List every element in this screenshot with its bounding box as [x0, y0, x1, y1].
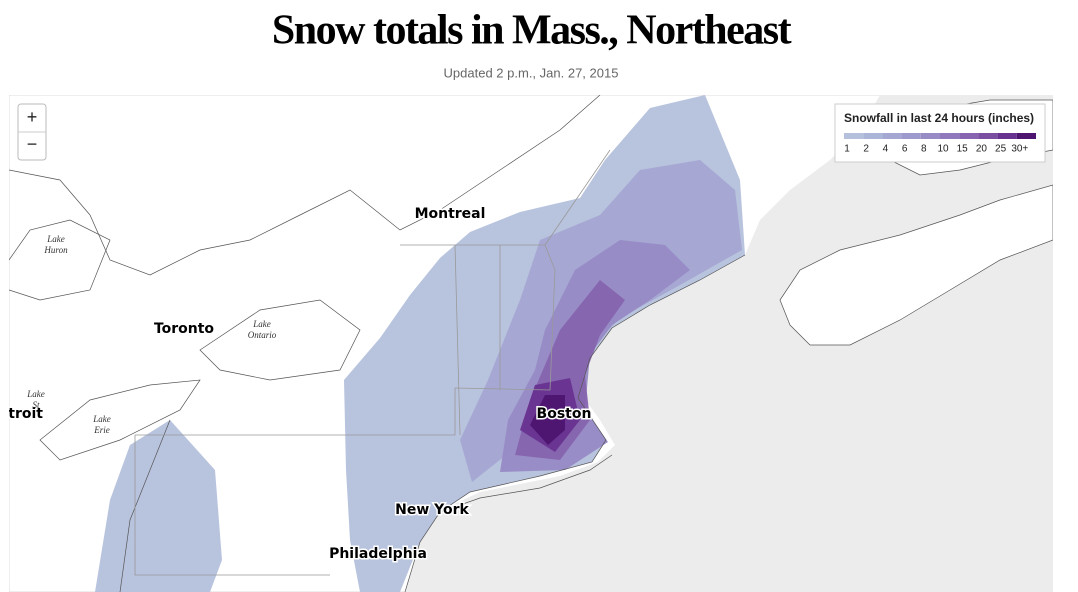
legend-label: 2	[863, 144, 869, 155]
zoom-control: + −	[17, 103, 47, 161]
legend-title: Snowfall in last 24 hours (inches)	[844, 111, 1034, 125]
city-label: New York	[395, 502, 469, 518]
legend-swatch	[920, 133, 940, 139]
ocean	[405, 95, 1053, 592]
legend-label: 1	[844, 144, 850, 155]
zoom-out[interactable]: −	[27, 134, 38, 154]
lake-label: Erie	[93, 425, 110, 435]
coastline	[439, 454, 613, 513]
legend: Snowfall in last 24 hours (inches) 1 2 4 6 8…	[834, 103, 1046, 163]
state-border	[134, 149, 611, 576]
legend-swatch	[863, 133, 883, 139]
legend-swatch	[940, 133, 960, 139]
legend-swatch	[901, 133, 921, 139]
legend-swatch	[978, 133, 998, 139]
lake-label: Lake	[46, 234, 65, 244]
legend-label: 10	[937, 144, 949, 155]
city-label: Boston	[537, 406, 592, 422]
city-label: Detroit	[0, 406, 43, 422]
snow-area	[530, 395, 565, 445]
legend-swatch	[882, 133, 902, 139]
subtitle: Updated 2 p.m., Jan. 27, 2015	[444, 65, 619, 80]
coastline	[119, 419, 171, 592]
legend-label: 30+	[1011, 144, 1028, 155]
legend-label: 8	[921, 144, 927, 155]
lake-label: Huron	[43, 245, 68, 255]
coastline	[404, 254, 746, 592]
snow-area	[95, 420, 222, 592]
legend-label: 4	[883, 144, 889, 155]
coastline	[199, 299, 361, 381]
coastline	[39, 379, 201, 461]
city-label: Montreal	[415, 206, 486, 222]
city-label: Philadelphia	[329, 546, 427, 562]
legend-swatch	[844, 133, 864, 139]
lake-label: Lake	[26, 389, 45, 399]
lake-label: Ontario	[248, 330, 277, 340]
coastline	[9, 219, 111, 301]
legend-swatch	[1016, 133, 1036, 139]
nova-scotia	[779, 184, 1053, 346]
lake-label: Lake	[92, 414, 111, 424]
city-label: Toronto	[154, 321, 214, 337]
legend-label: 20	[976, 144, 988, 155]
zoom-in[interactable]: +	[27, 107, 38, 127]
legend-label: 15	[957, 144, 969, 155]
legend-label: 25	[995, 144, 1007, 155]
legend-swatch	[997, 133, 1017, 139]
title: Snow totals in Mass., Northeast	[272, 8, 792, 54]
coastline	[9, 95, 601, 276]
legend-label: 6	[902, 144, 908, 155]
lake-label: St	[32, 400, 40, 410]
map: Montreal Toronto Boston New York Philade…	[0, 95, 1053, 592]
legend-swatch	[959, 133, 979, 139]
lake-label: Lake	[252, 319, 271, 329]
